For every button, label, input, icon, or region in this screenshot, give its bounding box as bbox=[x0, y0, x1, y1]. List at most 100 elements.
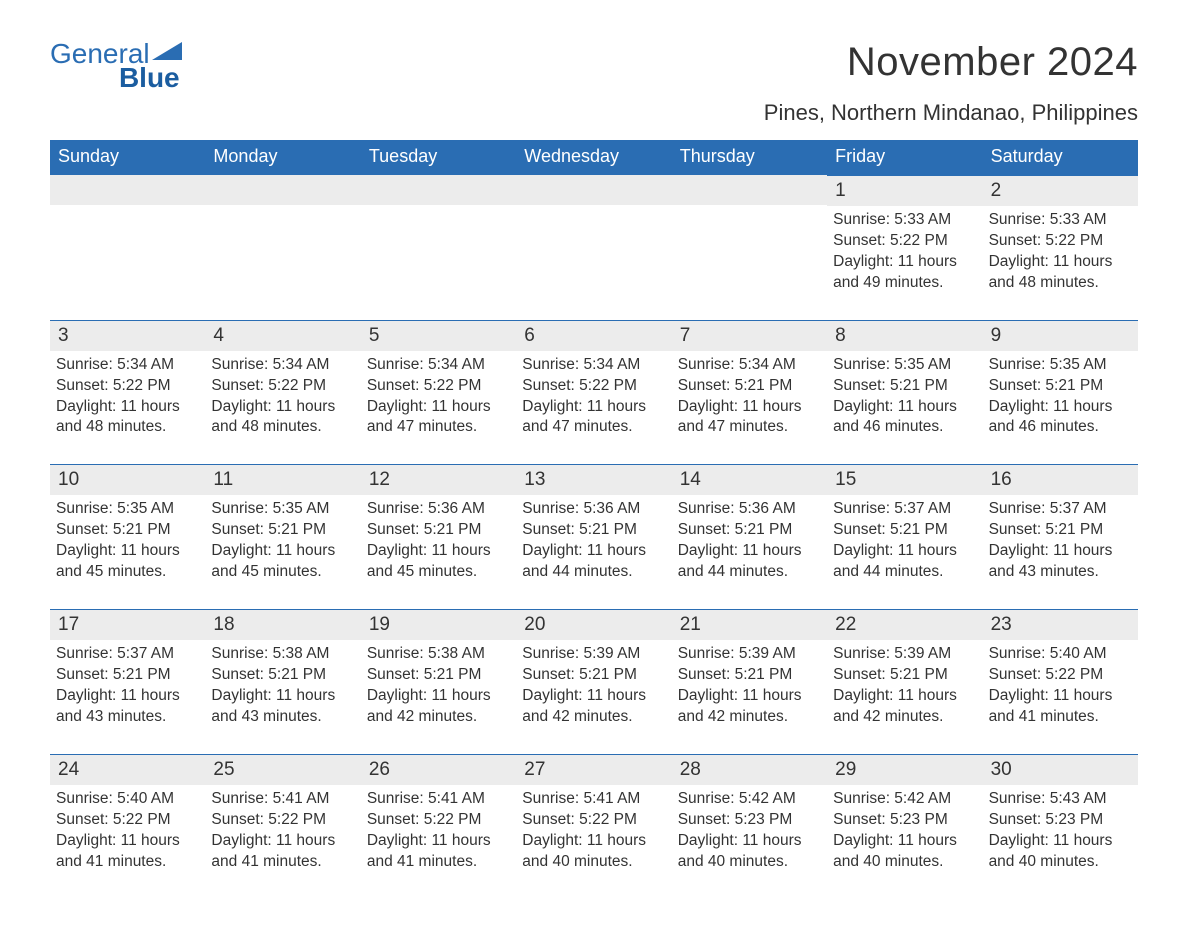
sunrise-text: Sunrise: 5:34 AM bbox=[367, 355, 508, 376]
date-number: 16 bbox=[983, 464, 1138, 495]
sunset-text: Sunset: 5:23 PM bbox=[678, 810, 819, 831]
day-detail: Sunrise: 5:38 AMSunset: 5:21 PMDaylight:… bbox=[361, 640, 516, 754]
sunrise-text: Sunrise: 5:37 AM bbox=[833, 499, 974, 520]
date-number: 25 bbox=[205, 754, 360, 785]
daylight-text: Daylight: 11 hours and 49 minutes. bbox=[833, 252, 974, 294]
sunset-text: Sunset: 5:23 PM bbox=[989, 810, 1130, 831]
day-cell: 6Sunrise: 5:34 AMSunset: 5:22 PMDaylight… bbox=[516, 320, 671, 465]
sunrise-text: Sunrise: 5:38 AM bbox=[367, 644, 508, 665]
day-header-tuesday: Tuesday bbox=[361, 140, 516, 175]
date-number: 23 bbox=[983, 609, 1138, 640]
daylight-text: Daylight: 11 hours and 42 minutes. bbox=[522, 686, 663, 728]
daylight-text: Daylight: 11 hours and 44 minutes. bbox=[522, 541, 663, 583]
sunset-text: Sunset: 5:22 PM bbox=[367, 376, 508, 397]
date-number: 1 bbox=[827, 175, 982, 206]
date-number: 21 bbox=[672, 609, 827, 640]
sunset-text: Sunset: 5:21 PM bbox=[211, 665, 352, 686]
day-cell: 29Sunrise: 5:42 AMSunset: 5:23 PMDayligh… bbox=[827, 754, 982, 899]
date-number bbox=[50, 175, 205, 205]
day-cell: 3Sunrise: 5:34 AMSunset: 5:22 PMDaylight… bbox=[50, 320, 205, 465]
sunset-text: Sunset: 5:21 PM bbox=[678, 376, 819, 397]
sunset-text: Sunset: 5:21 PM bbox=[678, 665, 819, 686]
day-cell: 12Sunrise: 5:36 AMSunset: 5:21 PMDayligh… bbox=[361, 464, 516, 609]
daylight-text: Daylight: 11 hours and 47 minutes. bbox=[678, 397, 819, 439]
title-block: November 2024 bbox=[847, 40, 1138, 85]
sunset-text: Sunset: 5:21 PM bbox=[522, 665, 663, 686]
day-detail: Sunrise: 5:34 AMSunset: 5:22 PMDaylight:… bbox=[50, 351, 205, 465]
day-detail: Sunrise: 5:35 AMSunset: 5:21 PMDaylight:… bbox=[827, 351, 982, 465]
day-detail: Sunrise: 5:34 AMSunset: 5:22 PMDaylight:… bbox=[205, 351, 360, 465]
sunset-text: Sunset: 5:21 PM bbox=[833, 520, 974, 541]
day-detail: Sunrise: 5:36 AMSunset: 5:21 PMDaylight:… bbox=[672, 495, 827, 609]
day-cell: 22Sunrise: 5:39 AMSunset: 5:21 PMDayligh… bbox=[827, 609, 982, 754]
sunrise-text: Sunrise: 5:38 AM bbox=[211, 644, 352, 665]
daylight-text: Daylight: 11 hours and 46 minutes. bbox=[989, 397, 1130, 439]
day-detail: Sunrise: 5:42 AMSunset: 5:23 PMDaylight:… bbox=[827, 785, 982, 899]
sunrise-text: Sunrise: 5:33 AM bbox=[989, 210, 1130, 231]
day-detail: Sunrise: 5:37 AMSunset: 5:21 PMDaylight:… bbox=[50, 640, 205, 754]
day-detail: Sunrise: 5:33 AMSunset: 5:22 PMDaylight:… bbox=[827, 206, 982, 320]
sunset-text: Sunset: 5:22 PM bbox=[367, 810, 508, 831]
day-cell: 11Sunrise: 5:35 AMSunset: 5:21 PMDayligh… bbox=[205, 464, 360, 609]
logo-text-2: Blue bbox=[119, 64, 180, 92]
sunrise-text: Sunrise: 5:37 AM bbox=[56, 644, 197, 665]
day-cell: 4Sunrise: 5:34 AMSunset: 5:22 PMDaylight… bbox=[205, 320, 360, 465]
sunrise-text: Sunrise: 5:43 AM bbox=[989, 789, 1130, 810]
sunset-text: Sunset: 5:21 PM bbox=[989, 376, 1130, 397]
daylight-text: Daylight: 11 hours and 42 minutes. bbox=[367, 686, 508, 728]
sunrise-text: Sunrise: 5:42 AM bbox=[833, 789, 974, 810]
sunset-text: Sunset: 5:22 PM bbox=[522, 810, 663, 831]
sunset-text: Sunset: 5:22 PM bbox=[522, 376, 663, 397]
daylight-text: Daylight: 11 hours and 40 minutes. bbox=[522, 831, 663, 873]
daylight-text: Daylight: 11 hours and 45 minutes. bbox=[56, 541, 197, 583]
day-detail: Sunrise: 5:33 AMSunset: 5:22 PMDaylight:… bbox=[983, 206, 1138, 320]
day-cell: 26Sunrise: 5:41 AMSunset: 5:22 PMDayligh… bbox=[361, 754, 516, 899]
daylight-text: Daylight: 11 hours and 48 minutes. bbox=[989, 252, 1130, 294]
day-cell: 9 Sunrise: 5:35 AMSunset: 5:21 PMDaylight… bbox=[983, 320, 1138, 465]
day-detail: Sunrise: 5:42 AMSunset: 5:23 PMDaylight:… bbox=[672, 785, 827, 899]
day-detail: Sunrise: 5:34 AMSunset: 5:21 PMDaylight:… bbox=[672, 351, 827, 465]
daylight-text: Daylight: 11 hours and 40 minutes. bbox=[833, 831, 974, 873]
day-header-monday: Monday bbox=[205, 140, 360, 175]
day-cell: 13Sunrise: 5:36 AMSunset: 5:21 PMDayligh… bbox=[516, 464, 671, 609]
day-cell: 20Sunrise: 5:39 AMSunset: 5:21 PMDayligh… bbox=[516, 609, 671, 754]
daylight-text: Daylight: 11 hours and 47 minutes. bbox=[522, 397, 663, 439]
date-number: 14 bbox=[672, 464, 827, 495]
day-cell bbox=[672, 175, 827, 320]
day-header-row: Sunday Monday Tuesday Wednesday Thursday… bbox=[50, 140, 1138, 175]
day-detail: Sunrise: 5:41 AMSunset: 5:22 PMDaylight:… bbox=[516, 785, 671, 899]
sunrise-text: Sunrise: 5:40 AM bbox=[989, 644, 1130, 665]
day-cell: 15Sunrise: 5:37 AMSunset: 5:21 PMDayligh… bbox=[827, 464, 982, 609]
sunrise-text: Sunrise: 5:35 AM bbox=[211, 499, 352, 520]
date-number: 9 bbox=[983, 320, 1138, 351]
day-detail bbox=[516, 205, 671, 235]
day-cell: 27Sunrise: 5:41 AMSunset: 5:22 PMDayligh… bbox=[516, 754, 671, 899]
sunrise-text: Sunrise: 5:35 AM bbox=[833, 355, 974, 376]
day-header-sunday: Sunday bbox=[50, 140, 205, 175]
date-number: 22 bbox=[827, 609, 982, 640]
daylight-text: Daylight: 11 hours and 40 minutes. bbox=[678, 831, 819, 873]
day-cell: 30Sunrise: 5:43 AMSunset: 5:23 PMDayligh… bbox=[983, 754, 1138, 899]
date-number: 4 bbox=[205, 320, 360, 351]
sunrise-text: Sunrise: 5:37 AM bbox=[989, 499, 1130, 520]
date-number: 13 bbox=[516, 464, 671, 495]
sunset-text: Sunset: 5:22 PM bbox=[989, 231, 1130, 252]
day-detail: Sunrise: 5:38 AMSunset: 5:21 PMDaylight:… bbox=[205, 640, 360, 754]
sunset-text: Sunset: 5:21 PM bbox=[833, 376, 974, 397]
sunset-text: Sunset: 5:22 PM bbox=[56, 376, 197, 397]
sunset-text: Sunset: 5:21 PM bbox=[367, 520, 508, 541]
sunset-text: Sunset: 5:22 PM bbox=[989, 665, 1130, 686]
day-cell: 24Sunrise: 5:40 AMSunset: 5:22 PMDayligh… bbox=[50, 754, 205, 899]
sunset-text: Sunset: 5:21 PM bbox=[56, 665, 197, 686]
sunrise-text: Sunrise: 5:34 AM bbox=[678, 355, 819, 376]
day-detail: Sunrise: 5:37 AMSunset: 5:21 PMDaylight:… bbox=[983, 495, 1138, 609]
day-detail: Sunrise: 5:35 AMSunset: 5:21 PMDaylight:… bbox=[50, 495, 205, 609]
day-header-saturday: Saturday bbox=[983, 140, 1138, 175]
sunrise-text: Sunrise: 5:35 AM bbox=[989, 355, 1130, 376]
day-cell bbox=[50, 175, 205, 320]
day-detail: Sunrise: 5:41 AMSunset: 5:22 PMDaylight:… bbox=[205, 785, 360, 899]
sunrise-text: Sunrise: 5:34 AM bbox=[56, 355, 197, 376]
day-cell: 7Sunrise: 5:34 AMSunset: 5:21 PMDaylight… bbox=[672, 320, 827, 465]
day-cell: 8Sunrise: 5:35 AMSunset: 5:21 PMDaylight… bbox=[827, 320, 982, 465]
day-cell: 1Sunrise: 5:33 AMSunset: 5:22 PMDaylight… bbox=[827, 175, 982, 320]
